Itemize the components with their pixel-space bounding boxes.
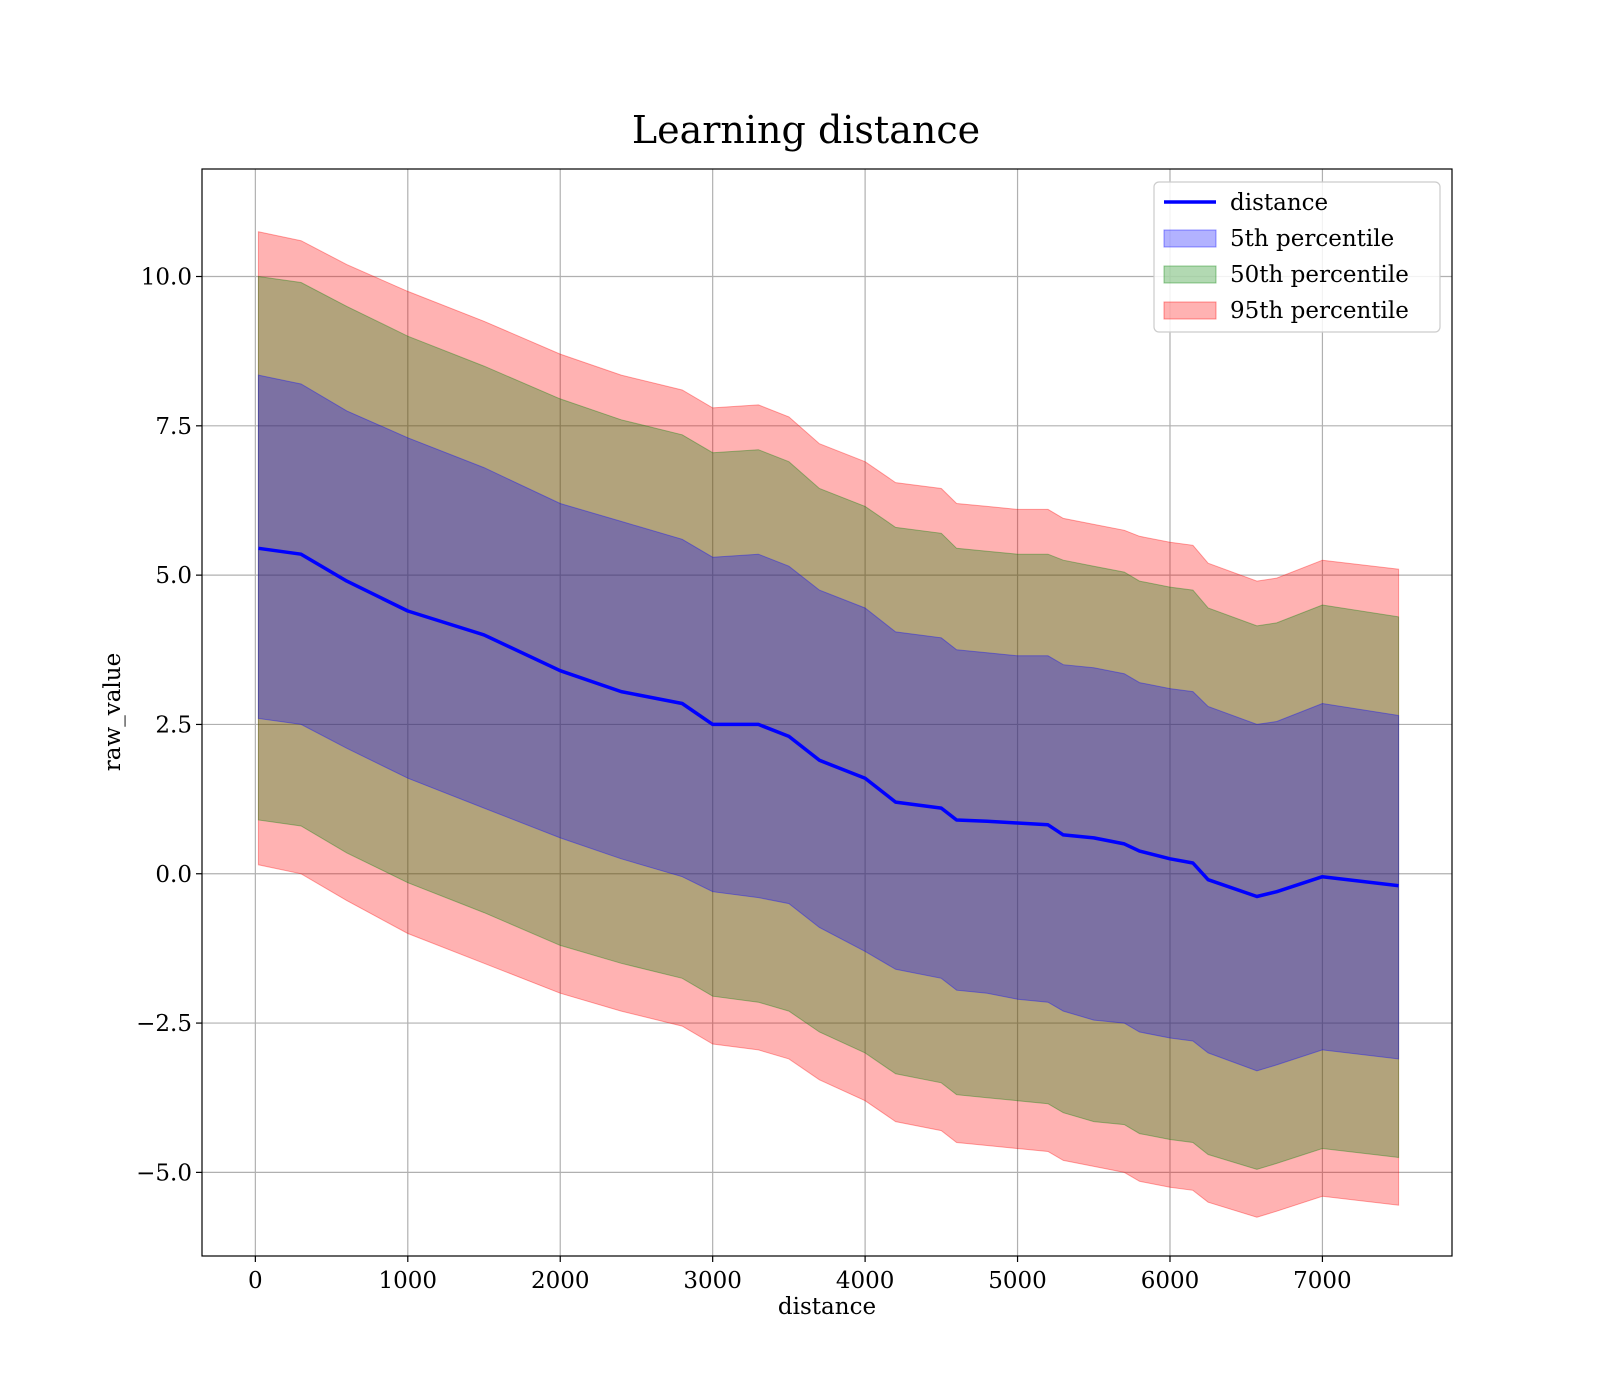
legend-swatch-50th-percentile <box>1163 265 1217 284</box>
y-tick-label: 2.5 <box>155 712 192 738</box>
y-tick-label: −2.5 <box>136 1011 192 1037</box>
x-tick-label: 6000 <box>1141 1268 1200 1294</box>
x-tick-label: 3000 <box>683 1268 742 1294</box>
x-tick-label: 5000 <box>988 1268 1047 1294</box>
y-axis-label: raw_value <box>100 653 126 771</box>
5th-percentile-band <box>257 374 1400 1072</box>
axis-ticks: 0 1000 2000 3000 4000 5000 6000 7000 −5.0 −2.5 0.0… <box>136 265 1352 1294</box>
grid <box>202 169 1452 1256</box>
x-axis-label: distance <box>778 1294 876 1320</box>
y-tick-label: 10.0 <box>141 265 192 291</box>
y-tick-label: 0.0 <box>155 862 192 888</box>
legend-label-5th-percentile: 5th percentile <box>1230 226 1394 252</box>
legend-label-distance: distance <box>1230 190 1328 216</box>
50th-percentile-band <box>257 275 1400 1170</box>
y-tick-label: 7.5 <box>155 414 192 440</box>
y-tick-label: 5.0 <box>155 563 192 589</box>
percentile-bands <box>257 231 1400 1218</box>
95th-percentile-band <box>257 231 1400 1218</box>
legend-label-50th-percentile: 50th percentile <box>1230 262 1409 288</box>
legend-box <box>1153 181 1441 333</box>
legend-label-95th-percentile: 95th percentile <box>1230 298 1409 324</box>
x-tick-label: 2000 <box>531 1268 590 1294</box>
x-tick-label: 0 <box>248 1268 263 1294</box>
y-tick-label: −5.0 <box>136 1160 192 1186</box>
x-tick-label: 7000 <box>1293 1268 1352 1294</box>
distance-series <box>258 546 1399 899</box>
distance-line <box>258 546 1399 899</box>
legend-swatch-95th-percentile <box>1163 301 1217 320</box>
x-tick-label: 4000 <box>836 1268 895 1294</box>
x-tick-label: 1000 <box>379 1268 438 1294</box>
legend-swatch-5th-percentile <box>1163 229 1217 248</box>
legend: distance 5th percentile 50th percentile 95t… <box>1153 181 1441 333</box>
chart-title: Learning distance <box>632 108 980 152</box>
plot-frame <box>201 168 1453 1257</box>
